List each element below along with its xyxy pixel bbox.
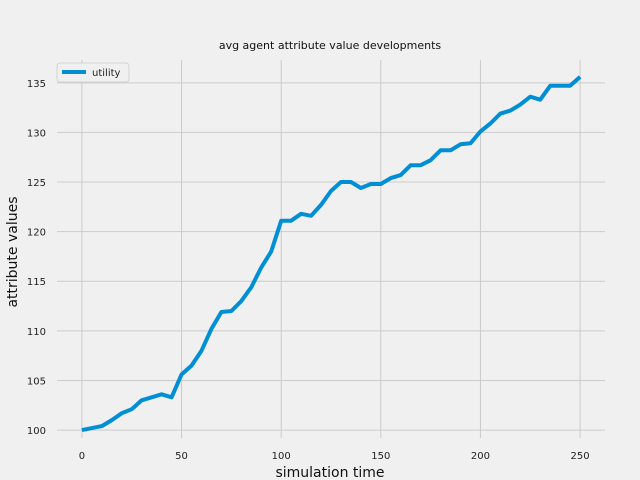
y-tick-label: 135: [27, 79, 46, 90]
legend: utility: [56, 62, 130, 83]
y-tick-label: 110: [27, 327, 46, 338]
y-tick-label: 130: [27, 128, 46, 139]
x-tick-label: 200: [471, 451, 490, 462]
y-axis-title: attribute values: [5, 196, 21, 307]
chart-title: avg agent attribute value developments: [219, 39, 442, 52]
y-tick-label: 120: [27, 228, 46, 239]
legend-box: [56, 62, 130, 83]
series-layer: [81, 75, 582, 433]
legend-label-utility: utility: [92, 68, 121, 79]
x-tick-label: 50: [175, 451, 188, 462]
y-tick-label: 105: [27, 376, 46, 387]
x-tick-label: 100: [272, 451, 291, 462]
grid: [57, 60, 605, 438]
x-tick-label: 150: [371, 451, 390, 462]
tick-labels: 0 50 100 150 200 250 100 105 110 115 120 125 130 135: [27, 79, 590, 462]
y-tick-label: 115: [27, 277, 46, 288]
y-tick-label: 100: [27, 426, 46, 437]
x-tick-label: 0: [79, 451, 85, 462]
plot-background: [57, 60, 605, 438]
x-tick-label: 250: [571, 451, 590, 462]
x-axis-title: simulation time: [275, 465, 384, 480]
y-tick-label: 125: [27, 178, 46, 189]
series-line-utility: [81, 75, 582, 433]
